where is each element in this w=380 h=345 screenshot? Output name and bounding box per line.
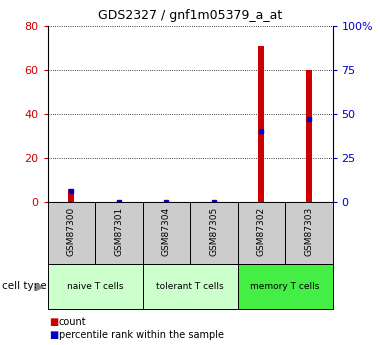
Text: ▶: ▶ — [36, 282, 44, 291]
Text: GSM87300: GSM87300 — [67, 207, 76, 256]
Bar — [190, 202, 238, 264]
Text: tolerant T cells: tolerant T cells — [156, 282, 224, 291]
Bar — [238, 202, 285, 264]
Bar — [48, 264, 142, 309]
Bar — [238, 264, 332, 309]
Text: naive T cells: naive T cells — [67, 282, 123, 291]
Text: GSM87301: GSM87301 — [114, 207, 123, 256]
Bar — [95, 202, 142, 264]
Text: GSM87303: GSM87303 — [304, 207, 313, 256]
Text: GSM87304: GSM87304 — [162, 207, 171, 256]
Bar — [142, 202, 190, 264]
Bar — [306, 70, 312, 202]
Bar — [142, 264, 238, 309]
Text: ■: ■ — [49, 317, 59, 326]
Text: cell type: cell type — [2, 282, 46, 291]
Text: ■: ■ — [49, 330, 59, 339]
Text: count: count — [59, 317, 87, 326]
Text: GSM87302: GSM87302 — [257, 207, 266, 256]
Bar — [258, 46, 264, 202]
Bar — [285, 202, 332, 264]
Text: percentile rank within the sample: percentile rank within the sample — [59, 330, 224, 339]
Text: memory T cells: memory T cells — [250, 282, 320, 291]
Bar — [68, 189, 74, 202]
Text: GDS2327 / gnf1m05379_a_at: GDS2327 / gnf1m05379_a_at — [98, 9, 282, 22]
Bar — [48, 202, 95, 264]
Text: GSM87305: GSM87305 — [209, 207, 218, 256]
